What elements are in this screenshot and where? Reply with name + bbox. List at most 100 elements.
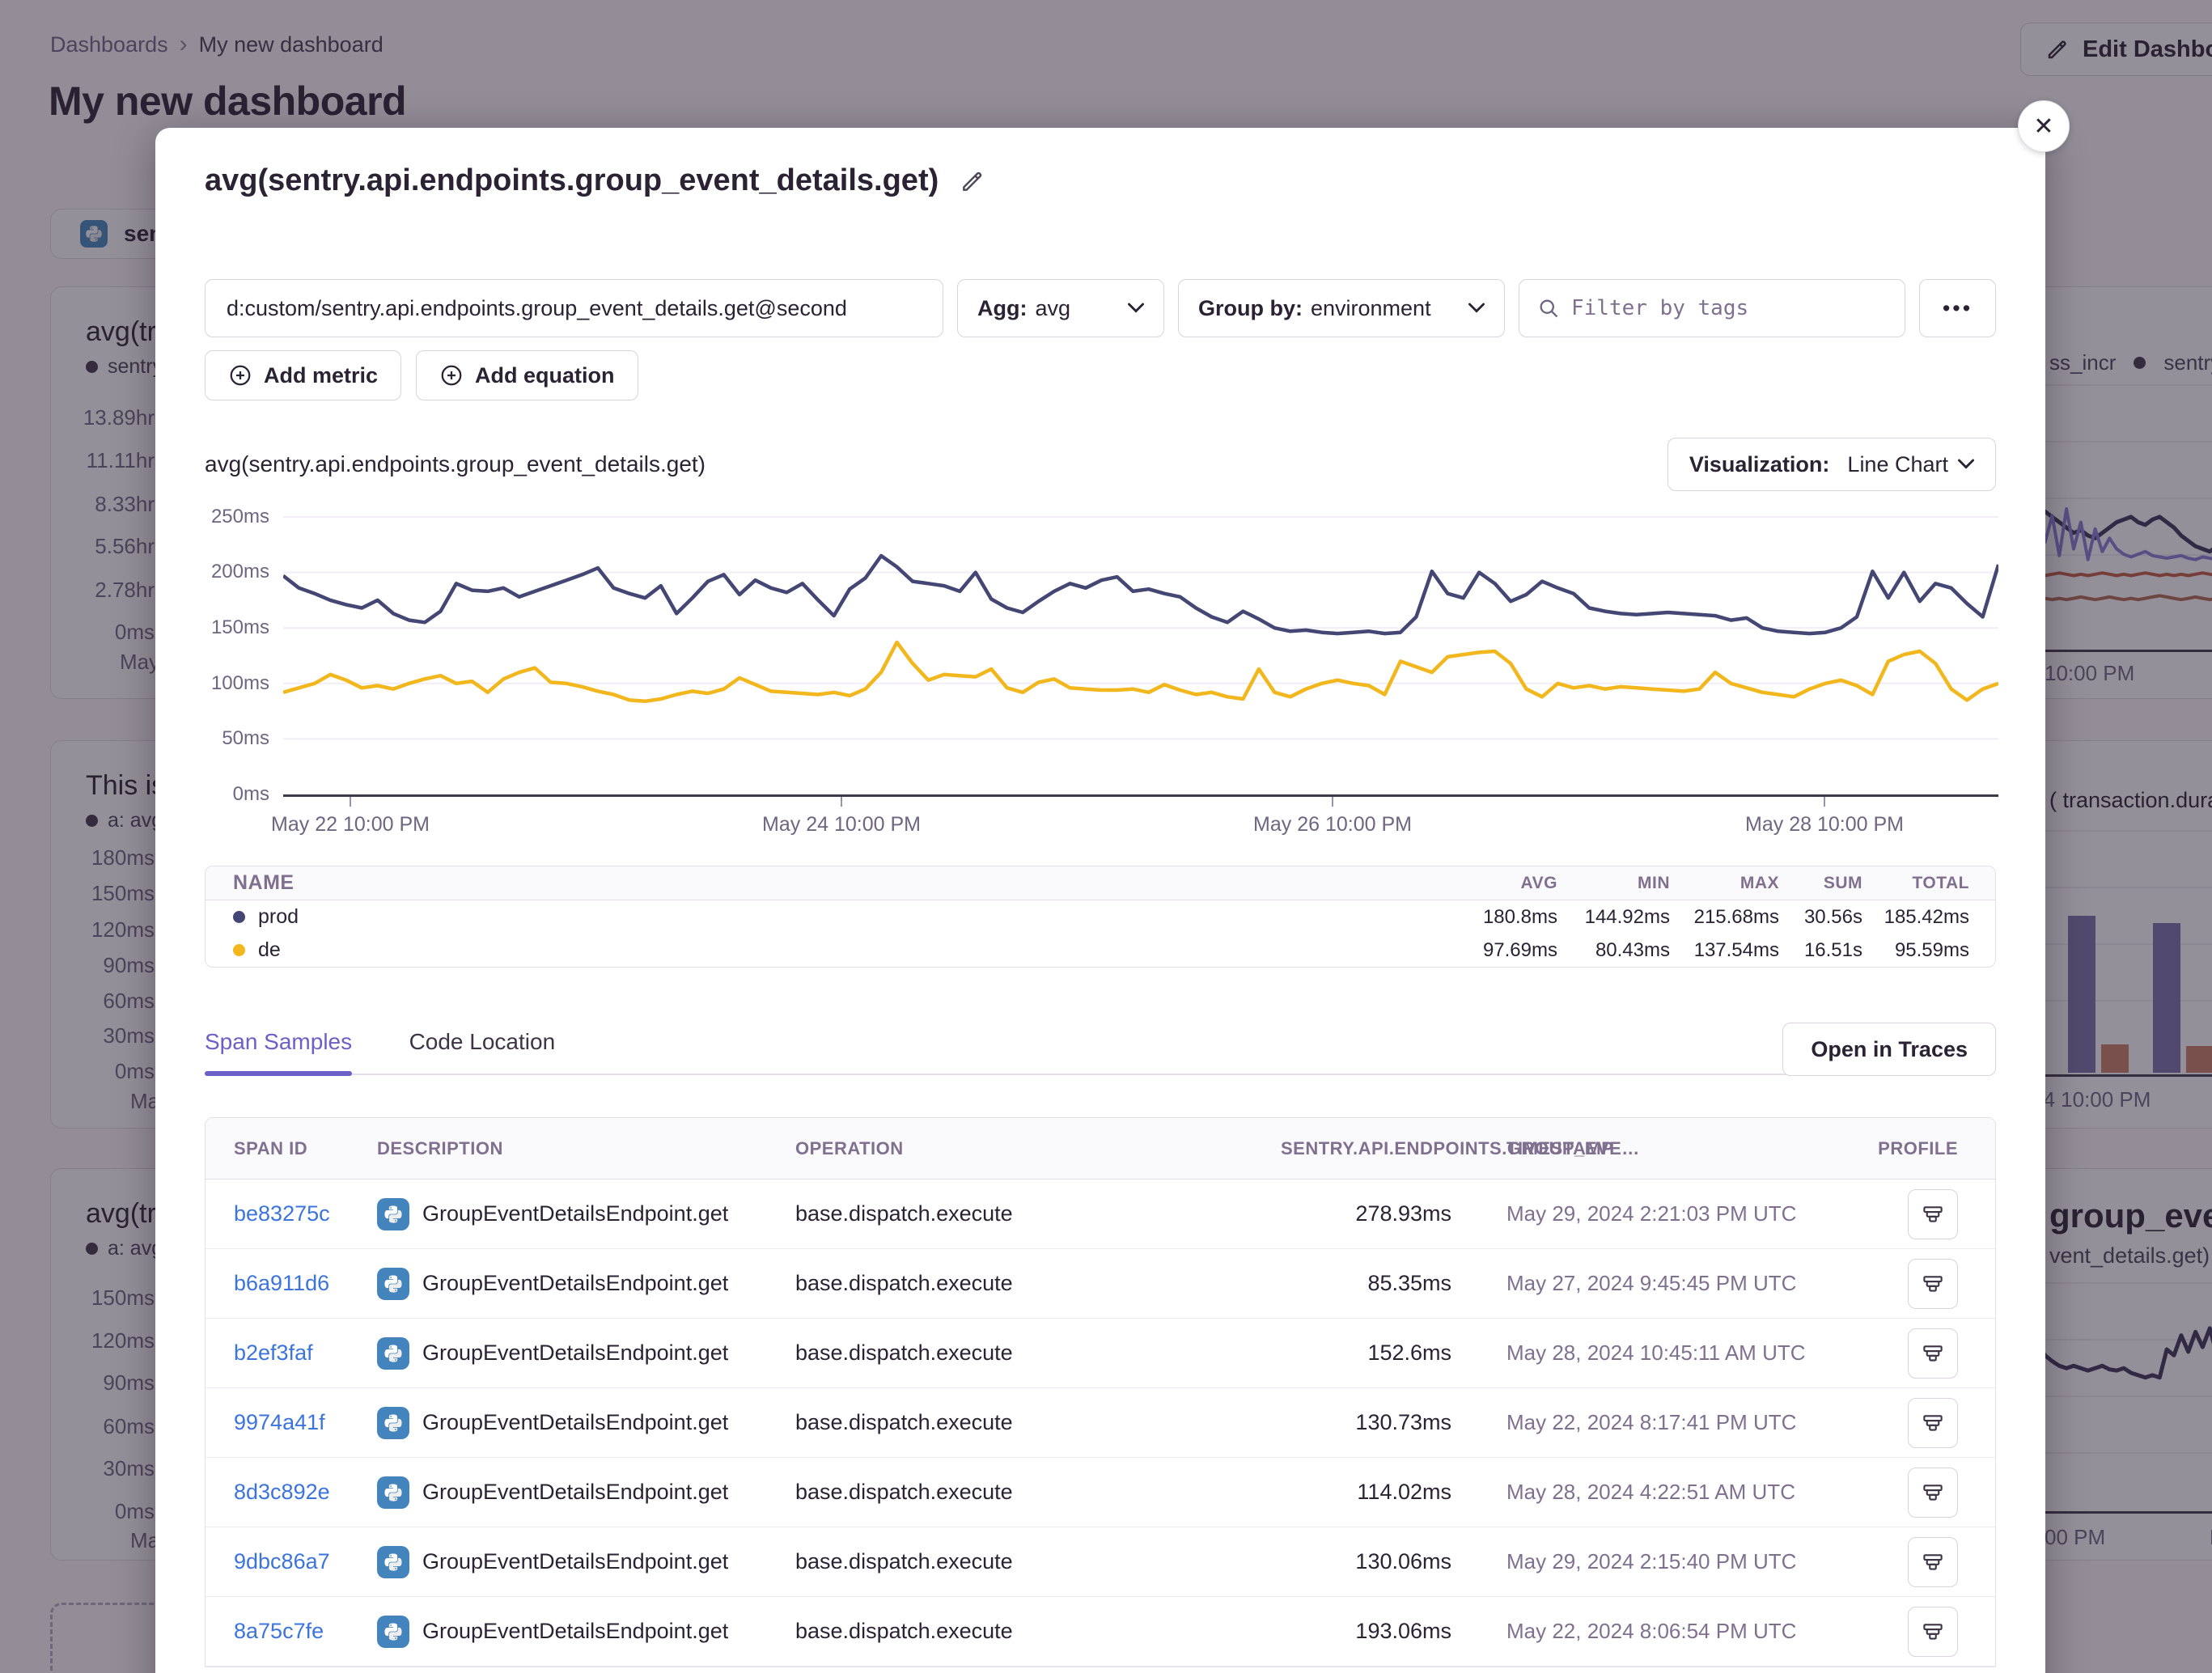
span-operation: base.dispatch.execute (795, 1410, 1013, 1434)
span-description: GroupEventDetailsEndpoint.get (422, 1201, 729, 1226)
agg-value: avg (1035, 295, 1071, 320)
span-metric-value: 152.6ms (1367, 1341, 1451, 1365)
span-timestamp: May 22, 2024 8:06:54 PM UTC (1506, 1619, 1797, 1643)
chart-canvas (283, 516, 1998, 807)
summary-header-sum: SUM (1823, 873, 1862, 892)
summary-header-name: NAME (233, 871, 295, 894)
group-by-label: Group by: (1198, 295, 1303, 320)
python-icon (377, 1197, 409, 1230)
tag-filter-field[interactable] (1519, 279, 1905, 337)
visualization-value: Line Chart (1847, 451, 1948, 476)
span-id-link[interactable]: 8d3c892e (234, 1480, 330, 1504)
x-tick: May 22 10:00 PM (271, 813, 430, 836)
profile-icon (1921, 1272, 1945, 1296)
x-tick: May 26 10:00 PM (1253, 813, 1412, 836)
agg-label: Agg: (977, 295, 1028, 320)
profile-button[interactable] (1908, 1397, 1958, 1448)
span-sample-row: 8a75c7fe GroupEventDetailsEndpoint.get bas… (206, 1597, 1995, 1667)
span-id-link[interactable]: 9974a41f (234, 1410, 325, 1434)
y-tick: 0ms (232, 783, 269, 805)
span-operation: base.dispatch.execute (795, 1619, 1013, 1643)
more-options-button[interactable]: ••• (1919, 279, 1996, 337)
metric-details-modal: ✕ avg(sentry.api.endpoints.group_event_d… (155, 100, 2070, 1673)
span-timestamp: May 29, 2024 2:21:03 PM UTC (1506, 1201, 1797, 1226)
ellipsis-icon: ••• (1942, 295, 1973, 320)
span-id-link[interactable]: 8a75c7fe (234, 1619, 324, 1643)
span-id-link[interactable]: 9dbc86a7 (234, 1549, 330, 1573)
chart-query-label: avg(sentry.api.endpoints.group_event_det… (205, 451, 706, 476)
group-by-dropdown[interactable]: Group by: environment (1178, 279, 1505, 337)
visualization-dropdown[interactable]: Visualization: Line Chart (1667, 438, 1996, 491)
span-id-link[interactable]: be83275c (234, 1201, 330, 1226)
span-description: GroupEventDetailsEndpoint.get (422, 1480, 729, 1504)
span-metric-value: 85.35ms (1367, 1271, 1451, 1295)
add-equation-label: Add equation (475, 362, 615, 388)
agg-dropdown[interactable]: Agg: avg (957, 279, 1164, 337)
span-metric-value: 130.73ms (1355, 1410, 1451, 1434)
summary-header-max: MAX (1740, 873, 1779, 892)
summary-row-prod[interactable]: prod 180.8ms 144.92ms 215.68ms 30.56s 18… (206, 900, 1995, 934)
span-operation: base.dispatch.execute (795, 1549, 1013, 1573)
python-icon (377, 1476, 409, 1509)
python-icon (377, 1545, 409, 1578)
span-sample-row: 8d3c892e GroupEventDetailsEndpoint.get bas… (206, 1458, 1995, 1527)
edit-title-pencil-icon[interactable] (960, 168, 985, 194)
summary-header-min: MIN (1638, 873, 1670, 892)
profile-icon (1921, 1550, 1945, 1574)
modal-title: avg(sentry.api.endpoints.group_event_det… (205, 163, 939, 197)
profile-button[interactable] (1908, 1328, 1958, 1379)
span-sample-row: b2ef3faf GroupEventDetailsEndpoint.get bas… (206, 1319, 1995, 1388)
x-tick: May 24 10:00 PM (762, 813, 921, 836)
y-tick: 250ms (210, 506, 269, 527)
span-timestamp: May 22, 2024 8:17:41 PM UTC (1506, 1410, 1797, 1434)
active-tab-indicator (205, 1071, 352, 1076)
metric-query-field[interactable] (205, 279, 943, 337)
header-profile: PROFILE (1878, 1137, 1958, 1158)
profile-button[interactable] (1908, 1467, 1958, 1518)
profile-button[interactable] (1908, 1606, 1958, 1657)
python-icon (377, 1336, 409, 1370)
samples-header-row: SPAN ID DESCRIPTION OPERATION SENTRY.API… (206, 1118, 1995, 1180)
span-timestamp: May 29, 2024 2:15:40 PM UTC (1506, 1549, 1797, 1573)
close-button[interactable]: ✕ (2018, 100, 2070, 152)
plus-circle-icon (439, 363, 464, 388)
span-description: GroupEventDetailsEndpoint.get (422, 1410, 729, 1434)
summary-row-de[interactable]: de 97.69ms 80.43ms 137.54ms 16.51s 95.59… (206, 934, 1995, 967)
profile-button[interactable] (1908, 1188, 1958, 1239)
span-sample-row: 9974a41f GroupEventDetailsEndpoint.get bas… (206, 1388, 1995, 1458)
add-equation-button[interactable]: Add equation (416, 350, 638, 400)
span-operation: base.dispatch.execute (795, 1341, 1013, 1365)
span-id-link[interactable]: b2ef3faf (234, 1341, 313, 1365)
profile-icon (1921, 1202, 1945, 1226)
tab-divider (205, 1074, 1877, 1075)
series-dot (233, 944, 245, 956)
span-id-link[interactable]: b6a911d6 (234, 1271, 330, 1295)
span-description: GroupEventDetailsEndpoint.get (422, 1271, 729, 1295)
python-icon (377, 1267, 409, 1300)
python-icon (377, 1406, 409, 1439)
add-metric-button[interactable]: Add metric (205, 350, 402, 400)
tab-code-location[interactable]: Code Location (409, 1029, 556, 1054)
profile-button[interactable] (1908, 1536, 1958, 1587)
tab-span-samples[interactable]: Span Samples (205, 1029, 353, 1054)
metric-query-input[interactable] (227, 295, 922, 321)
span-timestamp: May 28, 2024 4:22:51 AM UTC (1506, 1480, 1795, 1504)
span-sample-row: b6a911d6 GroupEventDetailsEndpoint.get bas… (206, 1249, 1995, 1319)
span-description: GroupEventDetailsEndpoint.get (422, 1619, 729, 1643)
chevron-down-icon (1468, 303, 1485, 314)
search-icon (1537, 297, 1560, 320)
span-sample-row: be83275c GroupEventDetailsEndpoint.get bas… (206, 1180, 1995, 1249)
span-description: GroupEventDetailsEndpoint.get (422, 1549, 729, 1573)
add-metric-label: Add metric (264, 362, 379, 388)
profile-button[interactable] (1908, 1258, 1958, 1309)
span-metric-value: 114.02ms (1357, 1480, 1451, 1504)
metric-line-chart: 250ms 200ms 150ms 100ms 50ms 0ms May 22 … (205, 504, 1998, 852)
tag-filter-input[interactable] (1571, 296, 1887, 320)
profile-icon (1921, 1341, 1945, 1366)
group-by-value: environment (1311, 295, 1431, 320)
header-operation: OPERATION (795, 1137, 904, 1158)
x-tick: May 28 10:00 PM (1745, 813, 1904, 836)
summary-header-row: NAME AVG MIN MAX SUM TOTAL (206, 866, 1995, 900)
open-in-traces-button[interactable]: Open in Traces (1782, 1023, 1996, 1076)
span-samples-table: SPAN ID DESCRIPTION OPERATION SENTRY.API… (205, 1117, 1996, 1667)
